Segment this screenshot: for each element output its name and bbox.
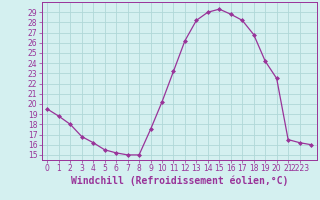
X-axis label: Windchill (Refroidissement éolien,°C): Windchill (Refroidissement éolien,°C) [70,176,288,186]
